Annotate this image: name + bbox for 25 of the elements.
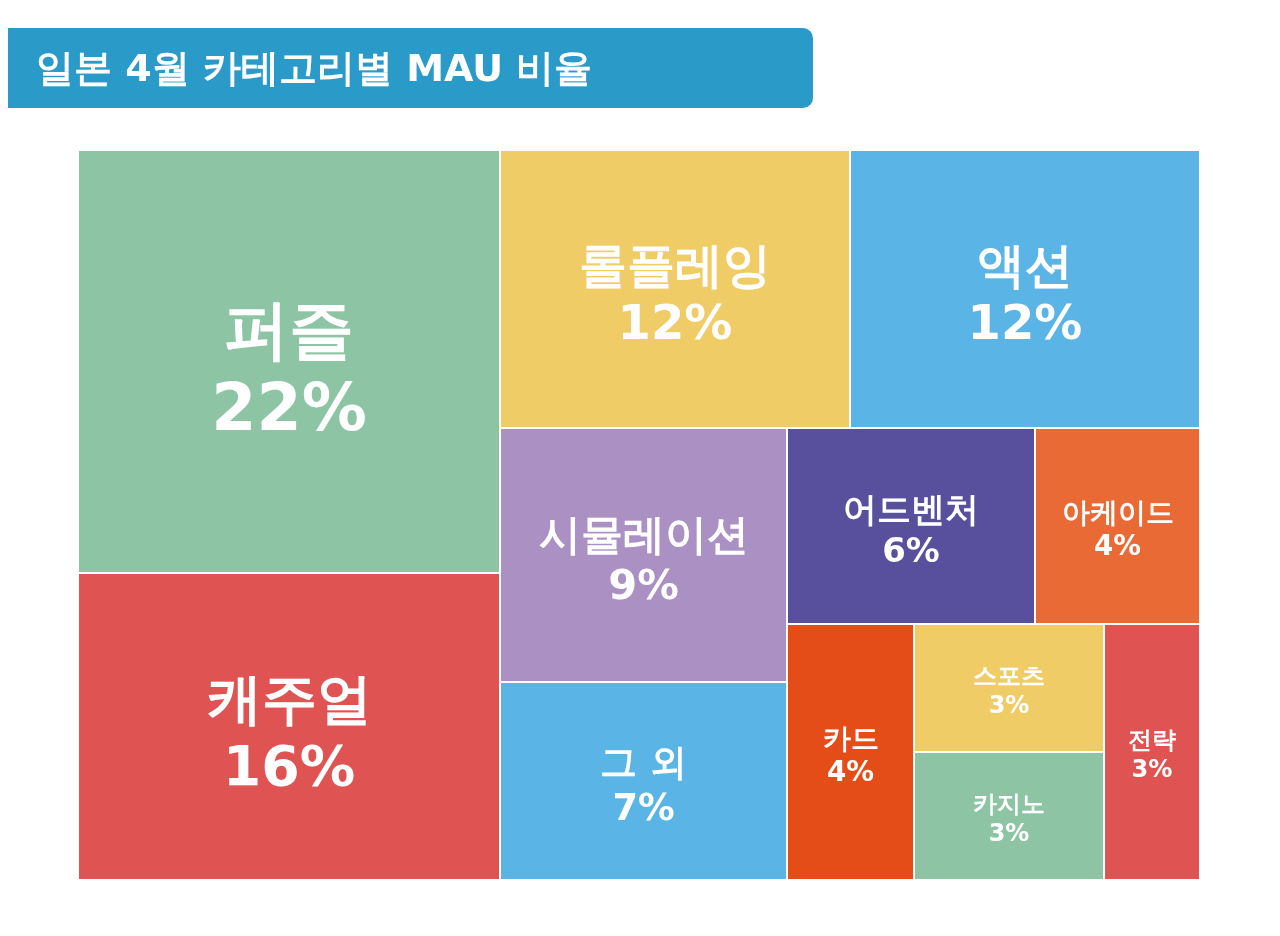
data-label: 3% <box>988 691 1030 720</box>
data-label: 4% <box>1094 529 1141 563</box>
data-label: 12% <box>967 294 1083 351</box>
category-label: 어드벤처 <box>843 489 979 529</box>
category-label: 시뮬레이션 <box>538 509 749 559</box>
category-label: 그 외 <box>600 741 687 785</box>
category-label: 전략 <box>1128 726 1176 755</box>
category-label: 스포츠 <box>973 662 1045 691</box>
category-label: 캐주얼 <box>206 667 372 732</box>
data-label: 22% <box>211 369 367 445</box>
data-label: 12% <box>617 294 733 351</box>
text: 일본 4월 카테고리별 MAU 비율 <box>36 44 593 92</box>
category-label: 퍼즐 <box>224 291 354 367</box>
category-label: 카지노 <box>973 790 1045 819</box>
category-label: 카드 <box>822 721 879 755</box>
data-label: 3% <box>988 819 1030 848</box>
category-label: 아케이드 <box>1061 495 1174 529</box>
data-label: 3% <box>1131 755 1173 784</box>
category-label: 롤플레잉 <box>579 236 771 293</box>
data-label: 16% <box>222 733 356 798</box>
data-label: 9% <box>608 559 679 609</box>
data-label: 7% <box>612 785 675 829</box>
data-label: 6% <box>882 530 940 570</box>
data-label: 4% <box>826 755 875 789</box>
category-label: 액션 <box>977 236 1073 293</box>
